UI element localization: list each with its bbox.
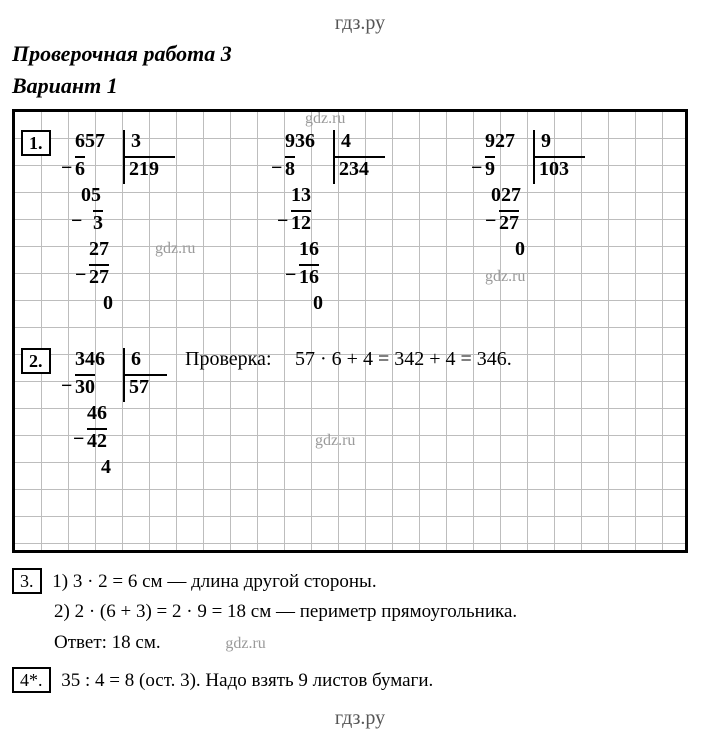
div2-s1: 8 <box>285 158 295 181</box>
task3-line2: 2) 2 · (6 + 3) = 2 · 9 = 18 см — перимет… <box>54 597 517 627</box>
grid-watermark-center: gdz.ru <box>315 432 355 450</box>
task4-line: 35 : 4 = 8 (ост. 3). Надо взять 9 листов… <box>61 670 433 691</box>
div3-minus2: − <box>485 210 496 233</box>
div3-s1: 9 <box>485 158 495 181</box>
watermark-bottom: гдз.ру <box>12 707 708 730</box>
div2-minus2: − <box>277 210 288 233</box>
div4-s2: 42 <box>87 430 107 453</box>
div1-s1: 6 <box>75 158 85 181</box>
watermark-top: гдз.ру <box>12 12 708 35</box>
div1-quotient: 219 <box>129 158 159 181</box>
div4-minus1: − <box>61 375 72 398</box>
div1-dividend: 657 <box>75 130 105 153</box>
grid-watermark: gdz.ru <box>305 110 345 128</box>
div4-dividend: 346 <box>75 348 105 371</box>
div2-s3: 16 <box>299 266 319 289</box>
check-label: Проверка: <box>185 348 272 371</box>
div4-r1: 46 <box>87 402 107 425</box>
grid-workbook: gdz.ru 1. 657 3 219 − 6 05 − 3 27 − 27 0… <box>12 109 688 553</box>
div3-r2: 0 <box>515 238 525 261</box>
div1-minus3: − <box>75 264 86 287</box>
div1-r3: 0 <box>103 292 113 315</box>
work-title: Проверочная работа 3 <box>12 41 708 67</box>
div1-minus1: − <box>61 157 72 180</box>
div4-quotient: 57 <box>129 376 149 399</box>
watermark-below: gdz.ru <box>225 635 265 652</box>
div4-s1: 30 <box>75 376 95 399</box>
task3: 3. 1) 3 · 2 = 6 см — длина другой сторон… <box>12 567 708 658</box>
below-tasks: 3. 1) 3 · 2 = 6 см — длина другой сторон… <box>12 567 708 697</box>
div4-r2: 4 <box>101 456 111 479</box>
grid-watermark-mid2: gdz.ru <box>485 268 525 286</box>
task3-line1: 1) 3 · 2 = 6 см — длина другой стороны. <box>52 571 376 592</box>
div1-minus2: − <box>71 210 82 233</box>
task3-answer: Ответ: 18 см. <box>54 628 161 658</box>
div3-minus1: − <box>471 157 482 180</box>
div2-r2: 16 <box>299 238 319 261</box>
div2-quotient: 234 <box>339 158 369 181</box>
div3-divisor: 9 <box>541 130 551 153</box>
div2-minus3: − <box>285 264 296 287</box>
grid-watermark-mid: gdz.ru <box>155 240 195 258</box>
div3-dividend: 927 <box>485 130 515 153</box>
div2-minus1: − <box>271 157 282 180</box>
div4-divisor: 6 <box>131 348 141 371</box>
div1-r1: 05 <box>81 184 101 207</box>
check-expr: 57 · 6 + 4 = 342 + 4 = 346. <box>295 348 512 371</box>
task2-number: 2. <box>21 348 51 374</box>
div1-divisor: 3 <box>131 130 141 153</box>
div2-s2: 12 <box>291 212 311 235</box>
div1-s2: 3 <box>93 212 103 235</box>
div2-r3: 0 <box>313 292 323 315</box>
div4-minus2: − <box>73 428 84 451</box>
task4: 4*. 35 : 4 = 8 (ост. 3). Надо взять 9 ли… <box>12 666 708 696</box>
div3-r1: 027 <box>491 184 521 207</box>
task1-number: 1. <box>21 130 51 156</box>
div2-dividend: 936 <box>285 130 315 153</box>
div1-s3: 27 <box>89 266 109 289</box>
div2-r1: 13 <box>291 184 311 207</box>
variant-title: Вариант 1 <box>12 73 708 99</box>
div3-s2: 27 <box>499 212 519 235</box>
div3-quotient: 103 <box>539 158 569 181</box>
div2-divisor: 4 <box>341 130 351 153</box>
task4-number: 4*. <box>12 667 51 693</box>
div1-r2: 27 <box>89 238 109 261</box>
task3-number: 3. <box>12 568 42 594</box>
